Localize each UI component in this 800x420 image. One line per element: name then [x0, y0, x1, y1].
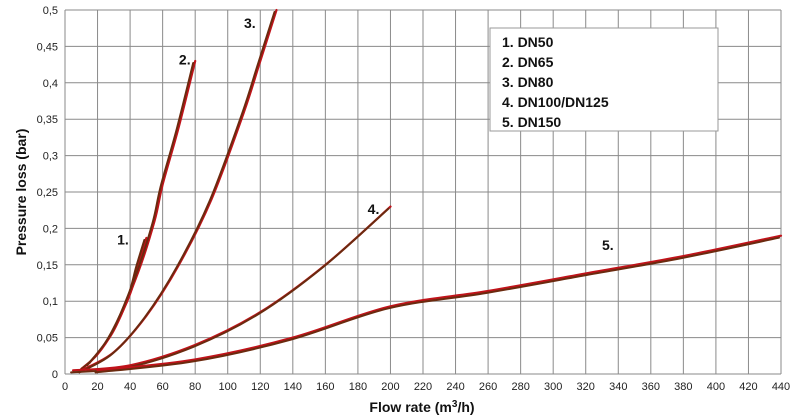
series-3-label: 3. [244, 15, 256, 31]
legend-item: 5. DN150 [502, 114, 561, 130]
legend-items: 1. DN50 2. DN65 3. DN80 4. DN100/DN125 5. DN… [502, 34, 609, 130]
series-2-line-red [88, 59, 197, 365]
y-axis-title: Pressure loss (bar) [13, 129, 29, 256]
x-tick-label: 180 [349, 381, 367, 393]
y-tick-label: 0,2 [43, 223, 58, 235]
x-tick-label: 300 [544, 381, 562, 393]
y-tick-label: 0,1 [43, 296, 58, 308]
series-1-label: 1. [117, 231, 129, 247]
x-tick-label: 380 [674, 381, 692, 393]
series-5-line [94, 236, 780, 374]
legend-item: 3. DN80 [502, 74, 554, 90]
y-tick-label: 0,35 [37, 114, 58, 126]
legend: 1. DN50 2. DN65 3. DN80 4. DN100/DN125 5. DN… [489, 27, 719, 132]
x-tick-label: 120 [251, 381, 269, 393]
y-tick-label: 0,15 [37, 260, 58, 272]
x-tick-label: 100 [219, 381, 237, 393]
x-tick-label: 360 [642, 381, 660, 393]
series-4-label: 4. [368, 201, 380, 217]
x-tick-label: 420 [739, 381, 757, 393]
series-labels: 1. 2. 3. 4. 5. [117, 15, 614, 253]
legend-item: 4. DN100/DN125 [502, 94, 609, 110]
series-5-label: 5. [602, 237, 614, 253]
series-2-label: 2. [179, 52, 191, 68]
y-tick-label: 0 [52, 369, 58, 381]
y-tick-label: 0,05 [37, 333, 58, 345]
legend-item: 1. DN50 [502, 34, 554, 50]
x-tick-label: 160 [316, 381, 334, 393]
x-tick-label: 20 [91, 381, 103, 393]
series-1-line-red [80, 236, 148, 370]
series-lines [70, 8, 783, 374]
legend-box [489, 27, 719, 132]
legend-item: 2. DN65 [502, 54, 554, 70]
x-tick-label: 260 [479, 381, 497, 393]
series-3-line [78, 11, 276, 374]
x-tick-label: 40 [124, 381, 136, 393]
x-tick-label: 440 [772, 381, 790, 393]
x-tick-label: 280 [511, 381, 529, 393]
y-tick-label: 0,4 [43, 78, 58, 90]
x-tick-label: 140 [284, 381, 302, 393]
x-tick-label: 220 [414, 381, 432, 393]
y-tick-label: 0,3 [43, 151, 58, 163]
y-tick-label: 0,25 [37, 187, 58, 199]
series-5-line-red [96, 234, 783, 372]
x-tick-label: 0 [62, 381, 68, 393]
x-tick-label: 200 [381, 381, 399, 393]
x-tick-label: 60 [157, 381, 169, 393]
grid [64, 9, 782, 375]
x-tick-label: 340 [609, 381, 627, 393]
y-tick-label: 0,5 [43, 5, 58, 17]
y-tick-label: 0,45 [37, 41, 58, 53]
series-2-line [86, 62, 195, 367]
y-axis-ticks: 0 0,05 0,1 0,15 0,2 0,25 0,3 0,35 0,4 0,45 0,5 [37, 5, 58, 381]
series-1-line [78, 238, 146, 372]
x-tick-label: 400 [707, 381, 725, 393]
x-tick-label: 80 [189, 381, 201, 393]
x-axis-title: Flow rate (m3/h) [369, 399, 474, 416]
x-tick-label: 320 [577, 381, 595, 393]
x-tick-label: 240 [446, 381, 464, 393]
x-axis-ticks: 0 20 40 60 80 100 120 140 160 180 200 220 240 260 280 3… [62, 381, 790, 393]
